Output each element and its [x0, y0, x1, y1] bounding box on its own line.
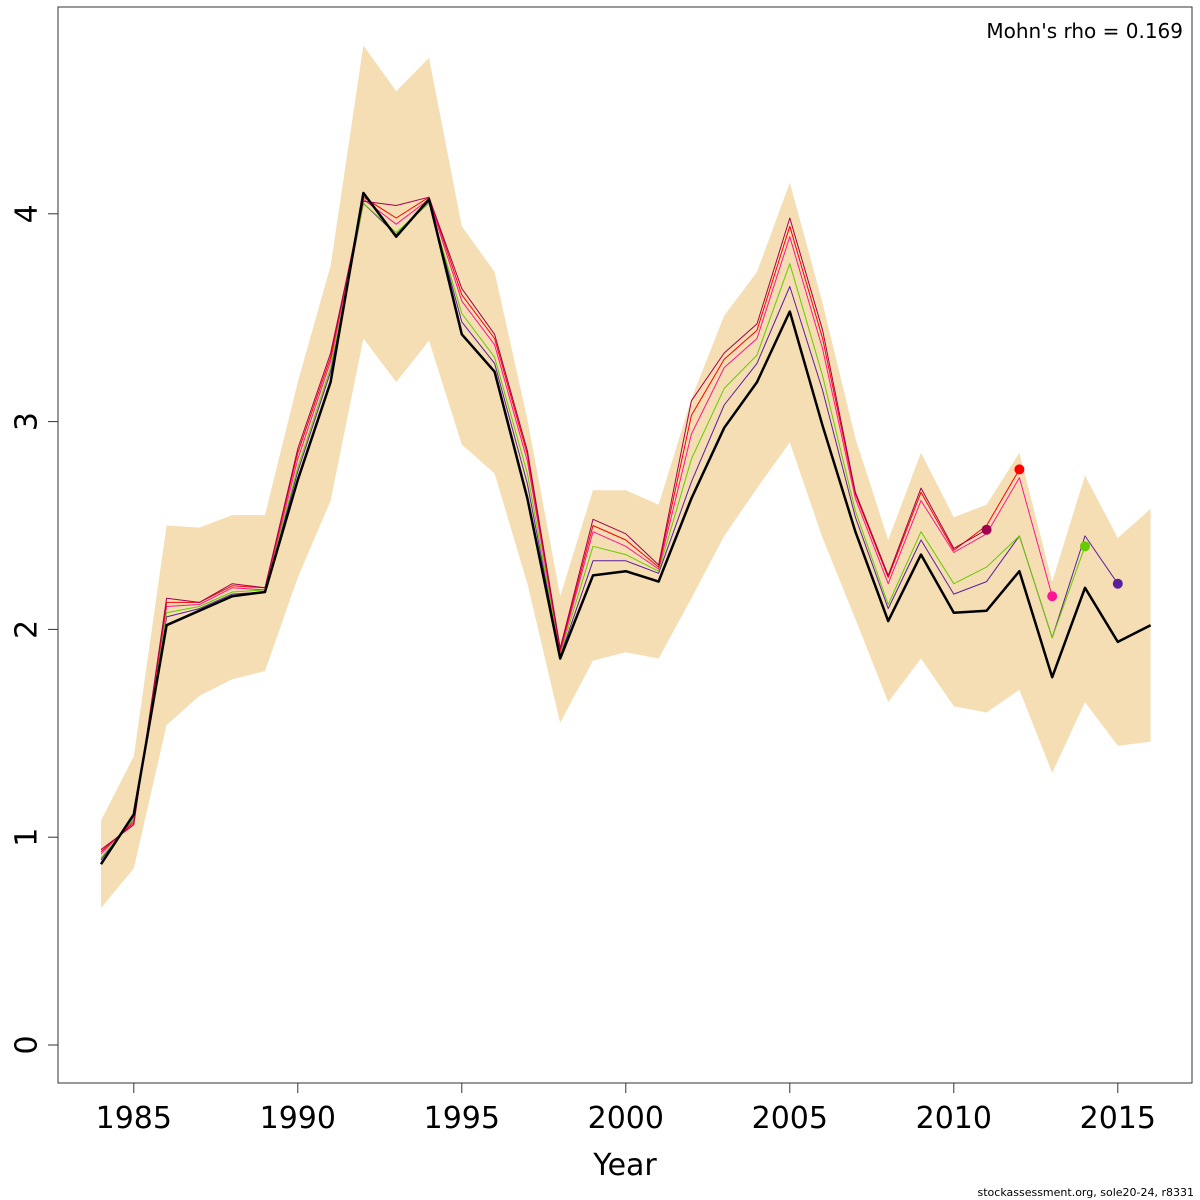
- terminal-point-peel-2013: [1047, 591, 1058, 602]
- y-tick-label: 1: [10, 828, 45, 847]
- mohns-rho-annotation: Mohn's rho = 0.169: [986, 19, 1183, 43]
- terminal-point-peel-2014: [1080, 541, 1090, 552]
- x-tick-label: 2005: [752, 1101, 828, 1136]
- x-tick-label: 2015: [1080, 1101, 1156, 1136]
- terminal-point-peel-2012: [1014, 464, 1025, 475]
- x-axis: 1985 1990 1995 2000 2005 2010 2015: [96, 1082, 1156, 1136]
- y-axis: 0 1 2 3 4: [10, 204, 59, 1055]
- series-line-peel-2012: [100, 196, 1020, 853]
- x-tick-label: 1995: [424, 1101, 500, 1136]
- footer-source: stockassessment.org, sole20-24, r8331: [978, 1186, 1195, 1199]
- series-line-peel-2011: [100, 196, 987, 851]
- x-axis-title: Year: [592, 1148, 657, 1183]
- y-tick-label: 0: [10, 1035, 45, 1054]
- x-tick-label: 2000: [588, 1101, 664, 1136]
- x-tick-label: 2010: [916, 1101, 992, 1136]
- terminal-point-peel-2015: [1112, 578, 1123, 589]
- x-tick-label: 1990: [260, 1101, 336, 1136]
- terminal-point-peel-2011: [981, 524, 992, 535]
- confidence-band: [101, 45, 1151, 908]
- y-tick-label: 3: [10, 412, 45, 431]
- confidence-band-layer: [101, 45, 1151, 908]
- series-layer: [99, 191, 1152, 865]
- y-tick-label: 4: [10, 204, 45, 223]
- y-tick-label: 2: [10, 620, 45, 639]
- series-line-estimate: [99, 191, 1152, 865]
- x-tick-label: 1985: [96, 1101, 172, 1136]
- series-line-peel-2013: [100, 198, 1053, 855]
- marker-layer: [981, 464, 1123, 602]
